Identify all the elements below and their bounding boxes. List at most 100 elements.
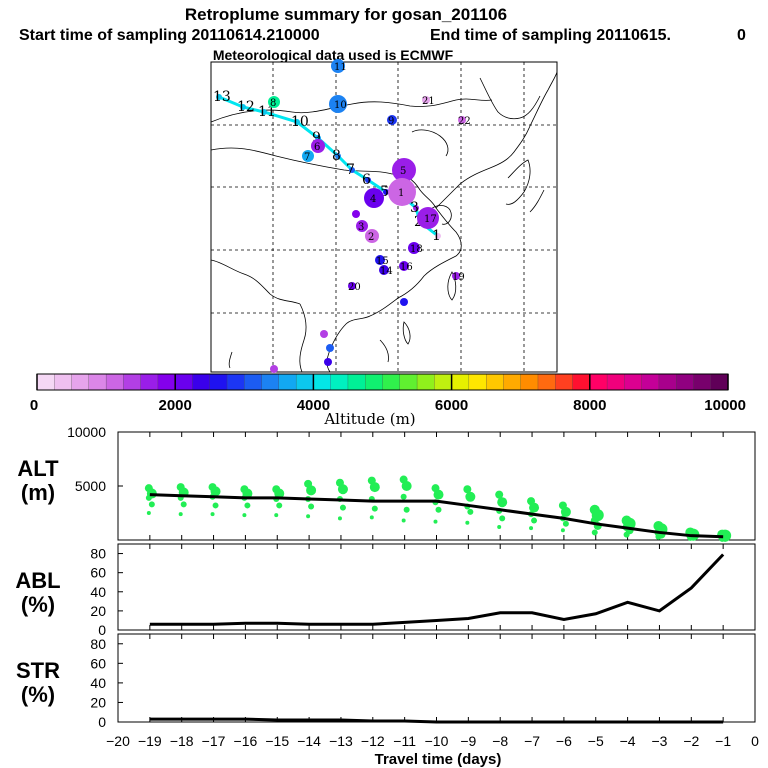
x-tick-label: −10 <box>425 733 449 749</box>
alt-point <box>178 512 183 517</box>
panel-frame <box>117 543 756 631</box>
map-marker <box>388 178 416 206</box>
map-marker <box>399 261 409 271</box>
x-axis-label: Travel time (days) <box>375 751 502 768</box>
alt-point <box>403 506 410 513</box>
x-tick-label: −16 <box>234 733 258 749</box>
x-tick-label: −11 <box>393 733 416 749</box>
trajectory-label: 13 <box>213 89 231 105</box>
colorbar-cell <box>157 373 176 391</box>
colorbar-cells <box>36 373 729 391</box>
trajectory-point <box>435 233 441 239</box>
map-gridlines <box>211 62 557 372</box>
colorbar-cell <box>330 373 349 391</box>
colorbar-cell <box>244 373 263 391</box>
colorbar-tick-label: 4000 <box>297 397 330 414</box>
alt-point <box>623 531 630 538</box>
trajectory-label: 9 <box>312 130 321 146</box>
x-tick-label: −1 <box>715 733 731 749</box>
trajectory-label: 6 <box>362 172 371 188</box>
colorbar-cell <box>624 373 643 391</box>
alt-point <box>529 526 534 531</box>
y-tick-label: 0 <box>98 714 106 730</box>
trajectory-point <box>240 104 246 110</box>
y-tick-label: 80 <box>90 636 106 652</box>
alt-point <box>242 513 247 518</box>
map-marker-label: 15 <box>376 256 389 267</box>
map-marker-label: 1 <box>398 188 404 199</box>
alt-point <box>463 485 472 494</box>
colorbar-cell <box>382 373 401 391</box>
alt-point <box>560 506 571 517</box>
str-line <box>149 717 724 724</box>
colorbar-cell <box>676 373 694 391</box>
x-tick-label: −13 <box>329 733 353 749</box>
y-tick-label: 40 <box>90 675 106 691</box>
alt-point <box>371 505 378 512</box>
y-tick-label: 40 <box>90 584 106 600</box>
map-marker-label: 22 <box>458 116 471 127</box>
map-marker-label: 19 <box>452 272 465 283</box>
x-tick-label: −3 <box>651 733 667 749</box>
alt-point <box>529 502 540 513</box>
colorbar-cell <box>54 373 73 391</box>
coastlines <box>210 71 558 373</box>
alt-point <box>306 485 317 496</box>
timeseries-panels: ALT(m) 500010000ABL(%)020406080STR(%)0204… <box>15 424 756 730</box>
colorbar-cell <box>192 373 211 391</box>
trajectory-point <box>216 94 222 100</box>
y-tick-label: 5000 <box>75 478 106 494</box>
map-marker <box>458 116 466 124</box>
map-marker <box>268 96 280 108</box>
alt-point <box>495 490 504 499</box>
x-tick-label: −9 <box>460 733 476 749</box>
alt-point <box>339 504 346 511</box>
start-time-label: Start time of sampling 20110614.210000 <box>19 27 320 44</box>
trajectory-label: 5 <box>380 184 389 200</box>
map-marker <box>331 59 345 73</box>
panel-unit: (m) <box>21 480 55 505</box>
alt-point <box>433 489 444 500</box>
colorbar-cell <box>572 373 591 391</box>
alt-point <box>276 502 283 509</box>
colorbar-cell <box>261 373 280 391</box>
trajectory-label: 3 <box>410 200 419 216</box>
x-tick-label: −20 <box>106 733 130 749</box>
alt-point <box>465 491 476 502</box>
x-tick-label: −19 <box>138 733 162 749</box>
map-marker-label: 7 <box>304 152 310 163</box>
colorbar-cell <box>295 373 314 391</box>
colorbar-cell <box>123 373 142 391</box>
colorbar-cell <box>226 373 245 391</box>
map-marker <box>422 96 430 104</box>
colorbar-cell <box>416 373 435 391</box>
x-tick-label: −2 <box>683 733 699 749</box>
map-marker <box>356 220 368 232</box>
colorbar-cell <box>71 373 90 391</box>
map-marker-label: 18 <box>410 244 423 255</box>
map-marker-label: 16 <box>400 262 413 273</box>
panel-unit: (%) <box>21 592 55 617</box>
map-marker <box>408 242 420 254</box>
map-marker <box>452 272 460 280</box>
colorbar-cell <box>105 373 124 391</box>
alt-point <box>465 520 470 525</box>
panel-unit: (%) <box>21 682 55 707</box>
colorbar-tick-label: 6000 <box>435 397 468 414</box>
map-marker <box>417 207 439 229</box>
map-marker-label: 20 <box>348 282 361 293</box>
y-tick-label: 0 <box>98 622 106 638</box>
map-marker-label: 21 <box>422 96 435 107</box>
map-marker-label: 17 <box>424 214 437 225</box>
colorbar-cell <box>468 373 487 391</box>
alt-point <box>433 519 438 524</box>
colorbar-cell <box>658 373 677 391</box>
alt-point <box>308 503 315 510</box>
trajectory-label: 1 <box>432 228 441 244</box>
trajectory-point <box>349 167 355 173</box>
colorbar-cell <box>589 373 608 391</box>
colorbar-cell <box>278 373 297 391</box>
map-marker <box>375 255 385 265</box>
